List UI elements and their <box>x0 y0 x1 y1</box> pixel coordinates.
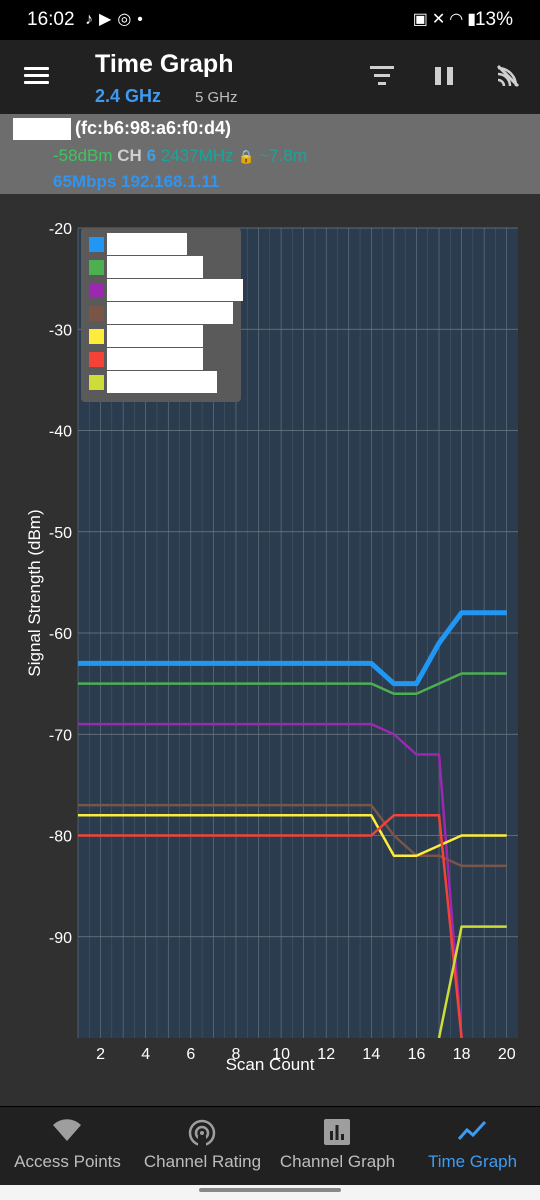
status-bar: 16:02 ♪▶◎• ▣✕◠▮ 13% <box>0 0 540 40</box>
y-tick-label: -90 <box>49 930 72 947</box>
nav-label: Time Graph <box>427 1152 518 1171</box>
distance: ~7.8m <box>259 146 307 165</box>
app-bar: Time Graph 2.4 GHz 5 GHz <box>0 40 540 114</box>
y-tick-label: -30 <box>49 322 72 339</box>
legend-swatch <box>89 260 104 275</box>
cast-icon: ◎ <box>117 11 138 28</box>
legend-swatch <box>89 283 104 298</box>
x-tick-label: 4 <box>141 1046 150 1063</box>
battery-saver-icon: ▣ <box>412 11 432 28</box>
x-tick-label: 8 <box>231 1046 240 1063</box>
time-graph-chart: -20 -30 -40 -50 -60 -70 -80 -90 2 4 6 8 10 12 14 16 18 20… <box>25 221 518 1074</box>
series-line-5 <box>78 814 507 857</box>
x-tick-label: 12 <box>317 1046 335 1063</box>
wifi-icon: ◠ <box>449 11 468 28</box>
legend-swatch <box>89 329 104 344</box>
nav-label: Access Points <box>14 1152 121 1171</box>
x-tick-label: 14 <box>362 1046 380 1063</box>
connection-details: -58dBm CH 6 2437MHz 🔒 ~7.8m <box>53 146 307 166</box>
nav-channel-rating[interactable]: Channel Rating <box>135 1107 270 1185</box>
x-tick-label: 2 <box>96 1046 105 1063</box>
legend-swatch <box>89 306 104 321</box>
connection-info[interactable]: (fc:b6:98:a6:f0:d4) -58dBm CH 6 2437MHz … <box>0 114 540 194</box>
series-line-6 <box>78 814 463 1038</box>
x-axis-title: Scan Count <box>226 1055 315 1074</box>
pause-icon[interactable] <box>435 67 455 85</box>
battery-level: 13% <box>474 9 513 30</box>
series-line-2 <box>78 672 507 695</box>
legend-name-redacted <box>107 325 203 347</box>
series-line-4 <box>78 803 507 868</box>
page-title: Time Graph <box>95 50 234 78</box>
x-tick-label: 10 <box>272 1046 290 1063</box>
dot-icon: • <box>137 11 149 28</box>
nav-label: Channel Rating <box>143 1152 262 1171</box>
y-axis-title: Signal Strength (dBm) <box>25 509 44 676</box>
y-tick-label: -40 <box>49 424 72 441</box>
legend-swatch <box>89 375 104 390</box>
tiktok-icon: ♪ <box>85 11 99 28</box>
chart-legend <box>81 228 243 402</box>
x-tick-label: 16 <box>408 1046 426 1063</box>
lock-icon: 🔒 <box>238 149 255 164</box>
link-speed: 65Mbps <box>53 172 117 191</box>
signal-strength: -58dBm <box>53 146 113 165</box>
gesture-bar <box>0 1185 540 1200</box>
system-icons: ▣✕◠▮ <box>413 9 480 29</box>
nav-label: Channel Graph <box>279 1152 396 1171</box>
legend-name-redacted <box>107 348 203 370</box>
series-line-3 <box>78 722 463 1038</box>
channel-number: 6 <box>146 146 157 165</box>
x-tick-label: 20 <box>498 1046 516 1063</box>
y-tick-label: -50 <box>49 525 72 542</box>
y-tick-label: -70 <box>49 727 72 744</box>
signal-icon: ▮ <box>467 11 480 28</box>
x-tick-label: 6 <box>186 1046 195 1063</box>
legend-swatch <box>89 237 104 252</box>
menu-icon[interactable] <box>24 67 49 85</box>
bssid: (fc:b6:98:a6:f0:d4) <box>75 118 232 138</box>
series-line-1 <box>78 610 507 687</box>
y-tick-label: -60 <box>49 626 72 643</box>
nav-access-points[interactable]: Access Points <box>0 1107 135 1185</box>
y-tick-label: -80 <box>49 829 72 846</box>
home-indicator[interactable] <box>199 1188 341 1192</box>
ip-address: 192.168.1.11 <box>121 172 220 191</box>
nav-channel-graph[interactable]: Channel Graph <box>270 1107 405 1185</box>
status-time: 16:02 <box>27 9 75 30</box>
filter-icon[interactable] <box>370 66 394 86</box>
radar-icon <box>188 1119 216 1147</box>
ssid-redacted <box>13 118 71 140</box>
band-tab-5ghz[interactable]: 5 GHz <box>195 89 238 106</box>
nav-time-graph[interactable]: Time Graph <box>405 1107 540 1185</box>
y-tick-label: -20 <box>49 221 72 238</box>
channel-label: CH <box>117 146 142 165</box>
legend-name-redacted <box>107 233 187 255</box>
scan-icon[interactable] <box>494 62 522 90</box>
legend-name-redacted <box>107 302 233 324</box>
legend-name-redacted <box>107 371 217 393</box>
legend-name-redacted <box>107 279 243 301</box>
wifi-icon <box>53 1119 81 1141</box>
mute-icon: ✕ <box>431 11 450 28</box>
line-chart-icon <box>457 1120 487 1140</box>
bar-chart-icon <box>324 1119 350 1145</box>
series-line-7 <box>437 925 507 1038</box>
notification-icons: ♪▶◎• <box>85 9 149 29</box>
legend-name-redacted <box>107 256 203 278</box>
band-tab-2-4ghz[interactable]: 2.4 GHz <box>95 86 162 106</box>
speed-and-ip: 65Mbps 192.168.1.11 <box>53 172 219 192</box>
bottom-navigation: Access Points Channel Rating Channel Gra… <box>0 1107 540 1185</box>
x-tick-label: 18 <box>453 1046 471 1063</box>
youtube-icon: ▶ <box>99 11 118 28</box>
frequency: 2437MHz <box>160 146 234 165</box>
legend-swatch <box>89 352 104 367</box>
